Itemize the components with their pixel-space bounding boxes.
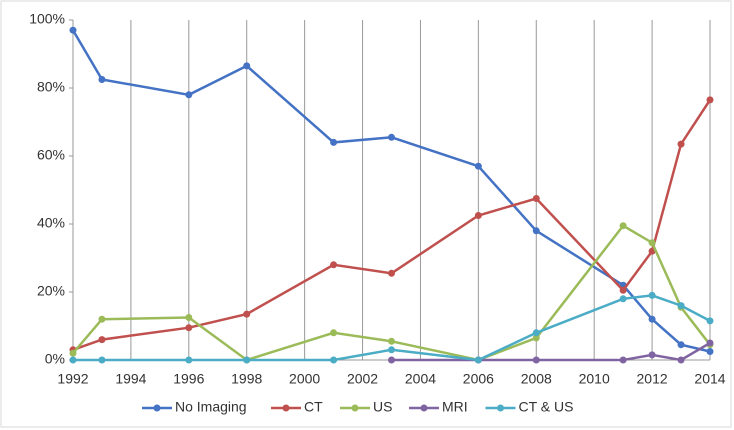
x-tick-label: 2014 — [694, 371, 725, 387]
legend-label: US — [373, 399, 392, 415]
x-tick-label: 2006 — [463, 371, 494, 387]
legend-marker — [282, 404, 290, 412]
y-tick-label: 60% — [37, 147, 65, 163]
legend-label: MRI — [442, 399, 468, 415]
x-tick-label: 2000 — [289, 371, 320, 387]
data-point — [98, 356, 106, 364]
x-tick-label: 2002 — [347, 371, 378, 387]
data-point — [185, 356, 193, 364]
x-tick-label: 1994 — [115, 371, 146, 387]
data-point — [532, 329, 540, 337]
data-point — [243, 62, 251, 70]
data-point — [330, 138, 338, 146]
data-point — [330, 329, 338, 337]
data-point — [706, 317, 714, 325]
data-point — [330, 261, 338, 269]
data-point — [474, 212, 482, 219]
series-line — [71, 29, 711, 353]
data-point — [706, 339, 714, 347]
data-point — [185, 314, 193, 321]
data-point — [677, 140, 685, 148]
x-tick-label: 2004 — [405, 371, 436, 387]
x-tick-label: 1996 — [173, 371, 204, 387]
data-point — [677, 356, 685, 364]
x-tick-label: 1992 — [57, 371, 88, 387]
data-point — [677, 302, 685, 310]
data-point — [243, 310, 251, 318]
y-tick-label: 80% — [37, 79, 65, 95]
data-point — [185, 91, 193, 99]
legend-marker — [420, 404, 428, 412]
data-point — [648, 351, 656, 359]
legend-label: CT & US — [519, 399, 574, 415]
x-tick-label: 1998 — [231, 371, 262, 387]
data-point — [706, 96, 714, 104]
data-point — [648, 315, 656, 323]
data-point — [98, 76, 106, 83]
data-point — [619, 295, 627, 303]
x-tick-label: 2010 — [579, 371, 610, 387]
legend-marker — [153, 404, 161, 412]
data-point — [619, 356, 627, 364]
data-point — [388, 133, 395, 141]
data-point — [648, 291, 656, 299]
data-point — [69, 349, 77, 357]
data-point — [388, 346, 395, 354]
x-tick-label: 2012 — [637, 371, 668, 387]
data-point — [388, 269, 395, 277]
series-line — [73, 294, 711, 362]
legend-label: No Imaging — [175, 399, 247, 415]
series-line — [72, 224, 711, 362]
data-point — [98, 315, 106, 323]
data-point — [185, 324, 193, 332]
y-tick-label: 40% — [37, 215, 65, 231]
data-point — [706, 348, 714, 355]
data-point — [619, 286, 627, 294]
data-point — [532, 356, 540, 364]
x-tick-label: 2008 — [521, 371, 552, 387]
data-point — [243, 356, 251, 364]
legend-marker — [351, 404, 359, 412]
data-point — [98, 336, 106, 344]
legend-marker — [497, 404, 504, 412]
data-point — [330, 356, 338, 364]
data-point — [648, 239, 656, 247]
data-point — [388, 337, 395, 345]
data-point — [677, 341, 685, 349]
data-point — [532, 195, 540, 202]
data-point — [532, 227, 540, 235]
y-tick-label: 100% — [29, 11, 65, 27]
y-tick-label: 0% — [45, 351, 65, 367]
data-point — [619, 222, 627, 230]
data-point — [69, 26, 77, 34]
legend-label: CT — [304, 399, 323, 415]
data-point — [532, 334, 540, 342]
series-line — [72, 99, 712, 351]
y-tick-label: 20% — [37, 283, 65, 299]
data-point — [388, 356, 395, 364]
data-point — [474, 356, 482, 364]
data-point — [474, 162, 482, 170]
data-point — [69, 356, 77, 364]
